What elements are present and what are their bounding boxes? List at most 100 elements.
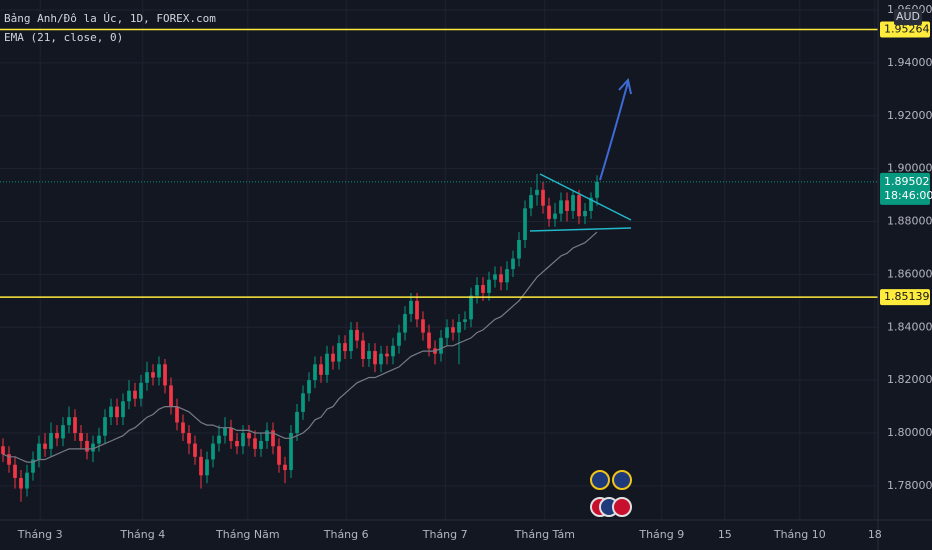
candle-body	[307, 380, 311, 394]
candle-body	[385, 353, 389, 357]
candle-body	[343, 343, 347, 352]
candle-body	[97, 435, 101, 444]
candle-body	[235, 440, 239, 447]
x-tick-label: Tháng 9	[638, 528, 684, 541]
currency-badge[interactable]	[894, 9, 922, 25]
x-tick-label: Tháng 4	[119, 528, 165, 541]
triangle-upper-line	[539, 173, 632, 221]
candle-body	[445, 327, 449, 338]
candle-body	[595, 181, 599, 198]
candle-body	[85, 440, 89, 452]
candle-body	[493, 274, 497, 280]
candle-body	[289, 433, 293, 471]
price-line-badge	[880, 21, 930, 38]
candle-body	[115, 406, 119, 418]
candle-body	[181, 422, 185, 434]
candle-body	[223, 427, 227, 436]
candle-body	[373, 351, 377, 365]
candle-body	[427, 332, 431, 349]
candle-body	[49, 433, 53, 449]
candle-body	[211, 443, 215, 460]
candle-body	[145, 372, 149, 383]
plot	[0, 28, 878, 502]
candle-body	[193, 443, 197, 457]
x-tick-label: Tháng 10	[773, 528, 826, 541]
candle-body	[91, 443, 95, 452]
arrow	[599, 81, 629, 181]
candle-body	[391, 345, 395, 357]
candle-body	[61, 425, 65, 439]
candle-body	[1, 446, 5, 455]
candle-body	[403, 314, 407, 333]
y-tick-label: 1.92000	[887, 109, 932, 122]
candle-body	[523, 208, 527, 241]
candle-body	[253, 438, 257, 449]
event-icons	[590, 470, 632, 517]
x-tick-label: 18	[868, 528, 882, 541]
price-line-label: 1.85139	[884, 290, 930, 303]
candle-body	[259, 440, 263, 449]
y-tick-label: 1.86000	[887, 267, 932, 280]
candle-body	[511, 258, 515, 270]
drawings	[529, 77, 632, 232]
candle-body	[463, 319, 467, 322]
candle-body	[535, 189, 539, 196]
candle-body	[565, 200, 569, 211]
candle-body	[13, 464, 17, 478]
price-line-badge	[880, 289, 930, 306]
candle-body	[241, 433, 245, 447]
event-icon	[590, 470, 610, 490]
currency-label[interactable]: AUD	[896, 10, 920, 23]
candle-body	[229, 427, 233, 441]
y-tick-label: 1.88000	[887, 215, 932, 228]
candle-body	[331, 353, 335, 362]
candle-body	[283, 464, 287, 471]
candle-body	[589, 197, 593, 211]
y-tick-label: 1.78000	[887, 479, 932, 492]
candle-body	[25, 472, 29, 489]
ema-line	[2, 231, 598, 463]
candle-body	[517, 240, 521, 259]
candle-body	[547, 205, 551, 219]
candle-body	[31, 459, 35, 473]
candle-body	[355, 329, 359, 341]
y-tick-label: 1.80000	[887, 426, 932, 439]
candle-body	[325, 353, 329, 375]
candle-body	[19, 477, 23, 489]
candle-body	[301, 393, 305, 412]
candle-body	[505, 269, 509, 283]
candle-body	[379, 353, 383, 365]
last-price-label: 1.89502	[884, 175, 930, 188]
candle-body	[217, 435, 221, 444]
x-tick-label: Tháng Tám	[514, 528, 575, 541]
event-icon	[612, 470, 632, 490]
candle-body	[247, 433, 251, 439]
candle-body	[187, 433, 191, 444]
candle-body	[169, 385, 173, 407]
candle-body	[499, 274, 503, 283]
arrow-head	[618, 77, 632, 95]
candle-body	[337, 343, 341, 362]
candle-body	[7, 454, 11, 465]
x-tick-label: Tháng 6	[323, 528, 369, 541]
candle-body	[295, 411, 299, 434]
candle-body	[127, 390, 131, 402]
indicator-label: EMA (21, close, 0)	[4, 31, 123, 44]
candle-body	[163, 364, 167, 386]
candle-body	[277, 446, 281, 465]
candle-body	[361, 340, 365, 360]
candle-body	[271, 430, 275, 447]
candle-body	[79, 433, 83, 441]
candle-body	[541, 189, 545, 206]
candle-body	[409, 300, 413, 315]
countdown-label: 18:46:00	[884, 189, 932, 202]
candle-body	[583, 210, 587, 217]
candle-body	[157, 364, 161, 378]
candle-body	[37, 443, 41, 460]
candle-body	[67, 417, 71, 426]
candle-body	[457, 321, 461, 333]
candle-body	[319, 364, 323, 375]
candle-body	[487, 279, 491, 293]
